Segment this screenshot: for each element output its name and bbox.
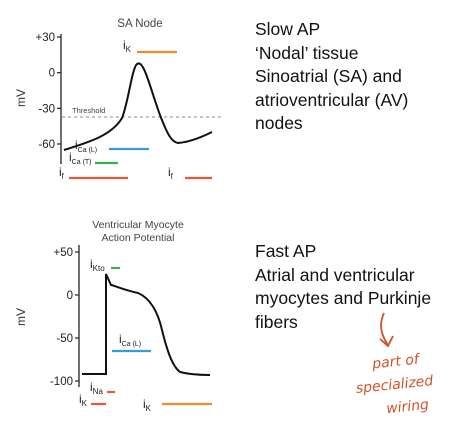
- current-label: iK: [79, 392, 88, 408]
- fast-current-ina: iNa: [90, 380, 115, 396]
- annotation-line-3: wiring: [385, 397, 429, 417]
- y-tick-label: -60: [38, 139, 55, 151]
- fast-desc-line: fibers: [255, 311, 298, 332]
- slow-y-ticks: +30 0 -30 -60: [35, 32, 61, 151]
- slow-desc-line: ‘Nodal’ tissue: [255, 42, 359, 63]
- fast-y-axis-label: mV: [14, 308, 28, 326]
- fast-y-ticks: +50 0 -50 -100: [50, 247, 79, 388]
- annotation-arrowhead: [379, 335, 394, 348]
- slow-y-axis-label: mV: [14, 89, 28, 107]
- ventricular-action-potential-trace: [82, 273, 211, 376]
- slow-desc-line: nodes: [255, 113, 303, 133]
- y-tick-label: +30: [35, 32, 55, 44]
- fast-desc-line: Atrial and ventricular: [255, 264, 415, 285]
- slow-panel-title: SA Node: [117, 18, 162, 30]
- slow-current-if-1: if: [59, 165, 128, 181]
- fast-current-ik-1: iK: [79, 392, 106, 408]
- annotation-arrow: [380, 312, 389, 346]
- current-label: iK: [143, 397, 152, 413]
- fast-current-ikto: iKto: [90, 257, 120, 273]
- y-tick-label: +50: [53, 247, 73, 259]
- slow-current-icat: iCa (T): [69, 150, 118, 166]
- fast-panel-title-line2: Action Potential: [102, 232, 175, 244]
- slow-desc-line: atrioventricular (AV): [255, 89, 409, 110]
- current-label: if: [59, 165, 65, 181]
- current-label: iK: [123, 38, 132, 54]
- fast-ap-panel: Ventricular Myocyte Action Potential mV …: [14, 219, 212, 413]
- y-tick-label: -30: [38, 103, 55, 115]
- fast-desc-line: myocytes and Purkinje: [255, 288, 432, 308]
- y-tick-label: 0: [67, 290, 73, 302]
- slow-current-ical: iCa (L): [75, 138, 149, 154]
- annotation-line-1: part of: [371, 351, 422, 372]
- slow-current-ik: iK: [123, 38, 177, 54]
- threshold-label: Threshold: [72, 106, 105, 115]
- slow-desc-line: Slow AP: [255, 19, 321, 39]
- current-label: iCa (T): [69, 150, 92, 166]
- fast-current-ical: iCa (L): [112, 332, 151, 353]
- sa-node-action-potential-trace: [63, 62, 213, 151]
- slow-ap-panel: SA Node mV +30 0 -30 -60 Threshold iK iCa (…: [14, 18, 222, 181]
- annotation-line-2: specialized: [355, 373, 434, 397]
- slow-desc-line: Sinoatrial (SA) and: [255, 66, 402, 86]
- y-tick-label: -50: [56, 333, 73, 345]
- current-label: iCa (L): [75, 138, 97, 154]
- y-tick-label: 0: [49, 68, 55, 80]
- current-label: iCa (L): [119, 332, 141, 348]
- fast-desc-line: Fast AP: [255, 241, 317, 261]
- current-label: iNa: [90, 380, 103, 396]
- fast-ap-description: Fast AP Atrial and ventricular myocytes …: [255, 240, 431, 334]
- y-tick-label: -100: [50, 376, 73, 388]
- current-label: if: [168, 165, 174, 181]
- slow-current-if-2: if: [168, 165, 212, 181]
- fast-panel-title-line1: Ventricular Myocyte: [92, 219, 184, 231]
- slow-ap-description: Slow AP ‘Nodal’ tissue Sinoatrial (SA) a…: [255, 18, 408, 136]
- fast-current-ik-2: iK: [143, 397, 212, 413]
- current-label: iKto: [90, 257, 105, 273]
